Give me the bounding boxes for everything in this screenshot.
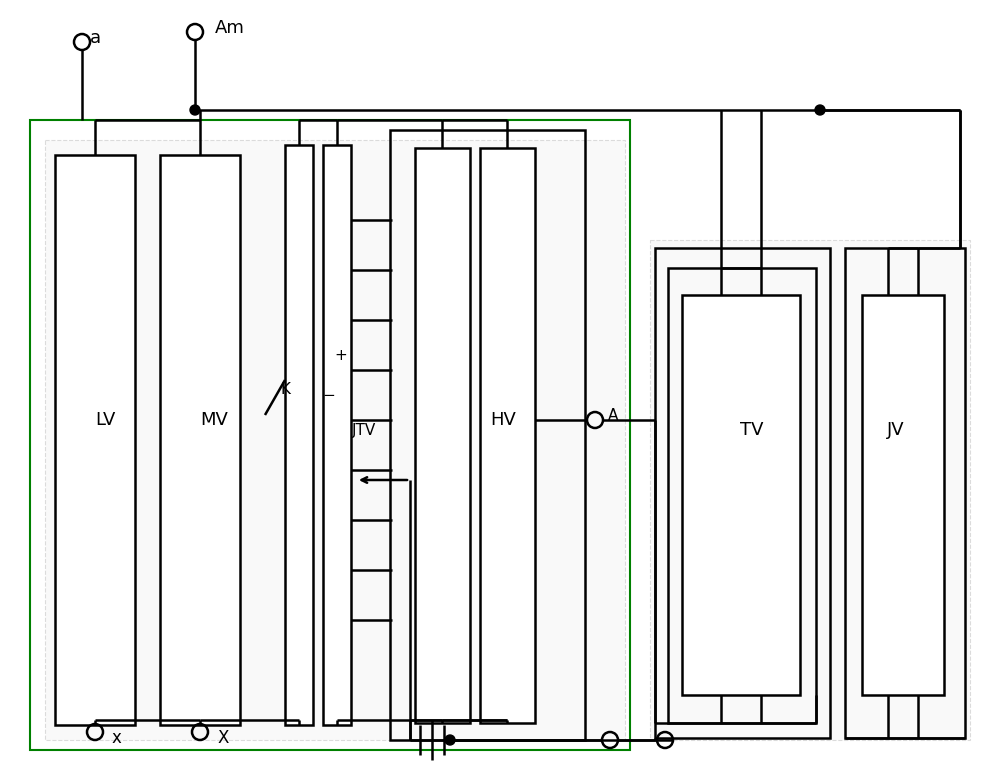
Text: Am: Am [215, 19, 245, 37]
Text: −: − [322, 388, 335, 402]
Text: TV: TV [740, 421, 764, 439]
Circle shape [445, 735, 455, 745]
Text: +: + [334, 348, 347, 362]
Text: x: x [112, 729, 122, 747]
Bar [682, 295, 800, 695]
Bar [30, 120, 630, 750]
Bar [415, 148, 470, 723]
Circle shape [815, 105, 825, 115]
Bar [650, 240, 970, 740]
Text: X: X [218, 729, 229, 747]
Text: LV: LV [95, 411, 115, 429]
Bar [668, 268, 816, 723]
Text: MV: MV [200, 411, 228, 429]
Bar [655, 248, 830, 738]
Bar [55, 155, 135, 725]
Bar [845, 248, 965, 738]
Text: a: a [90, 29, 101, 47]
Bar [480, 148, 535, 723]
Text: A: A [608, 408, 618, 422]
Bar [323, 145, 351, 725]
Text: K: K [280, 382, 290, 398]
Bar [45, 140, 625, 740]
Bar [862, 295, 944, 695]
Circle shape [190, 105, 200, 115]
Text: JV: JV [887, 421, 905, 439]
Bar [160, 155, 240, 725]
Bar [390, 130, 585, 740]
Text: JTV: JTV [352, 422, 376, 438]
Bar [285, 145, 313, 725]
Text: HV: HV [490, 411, 516, 429]
